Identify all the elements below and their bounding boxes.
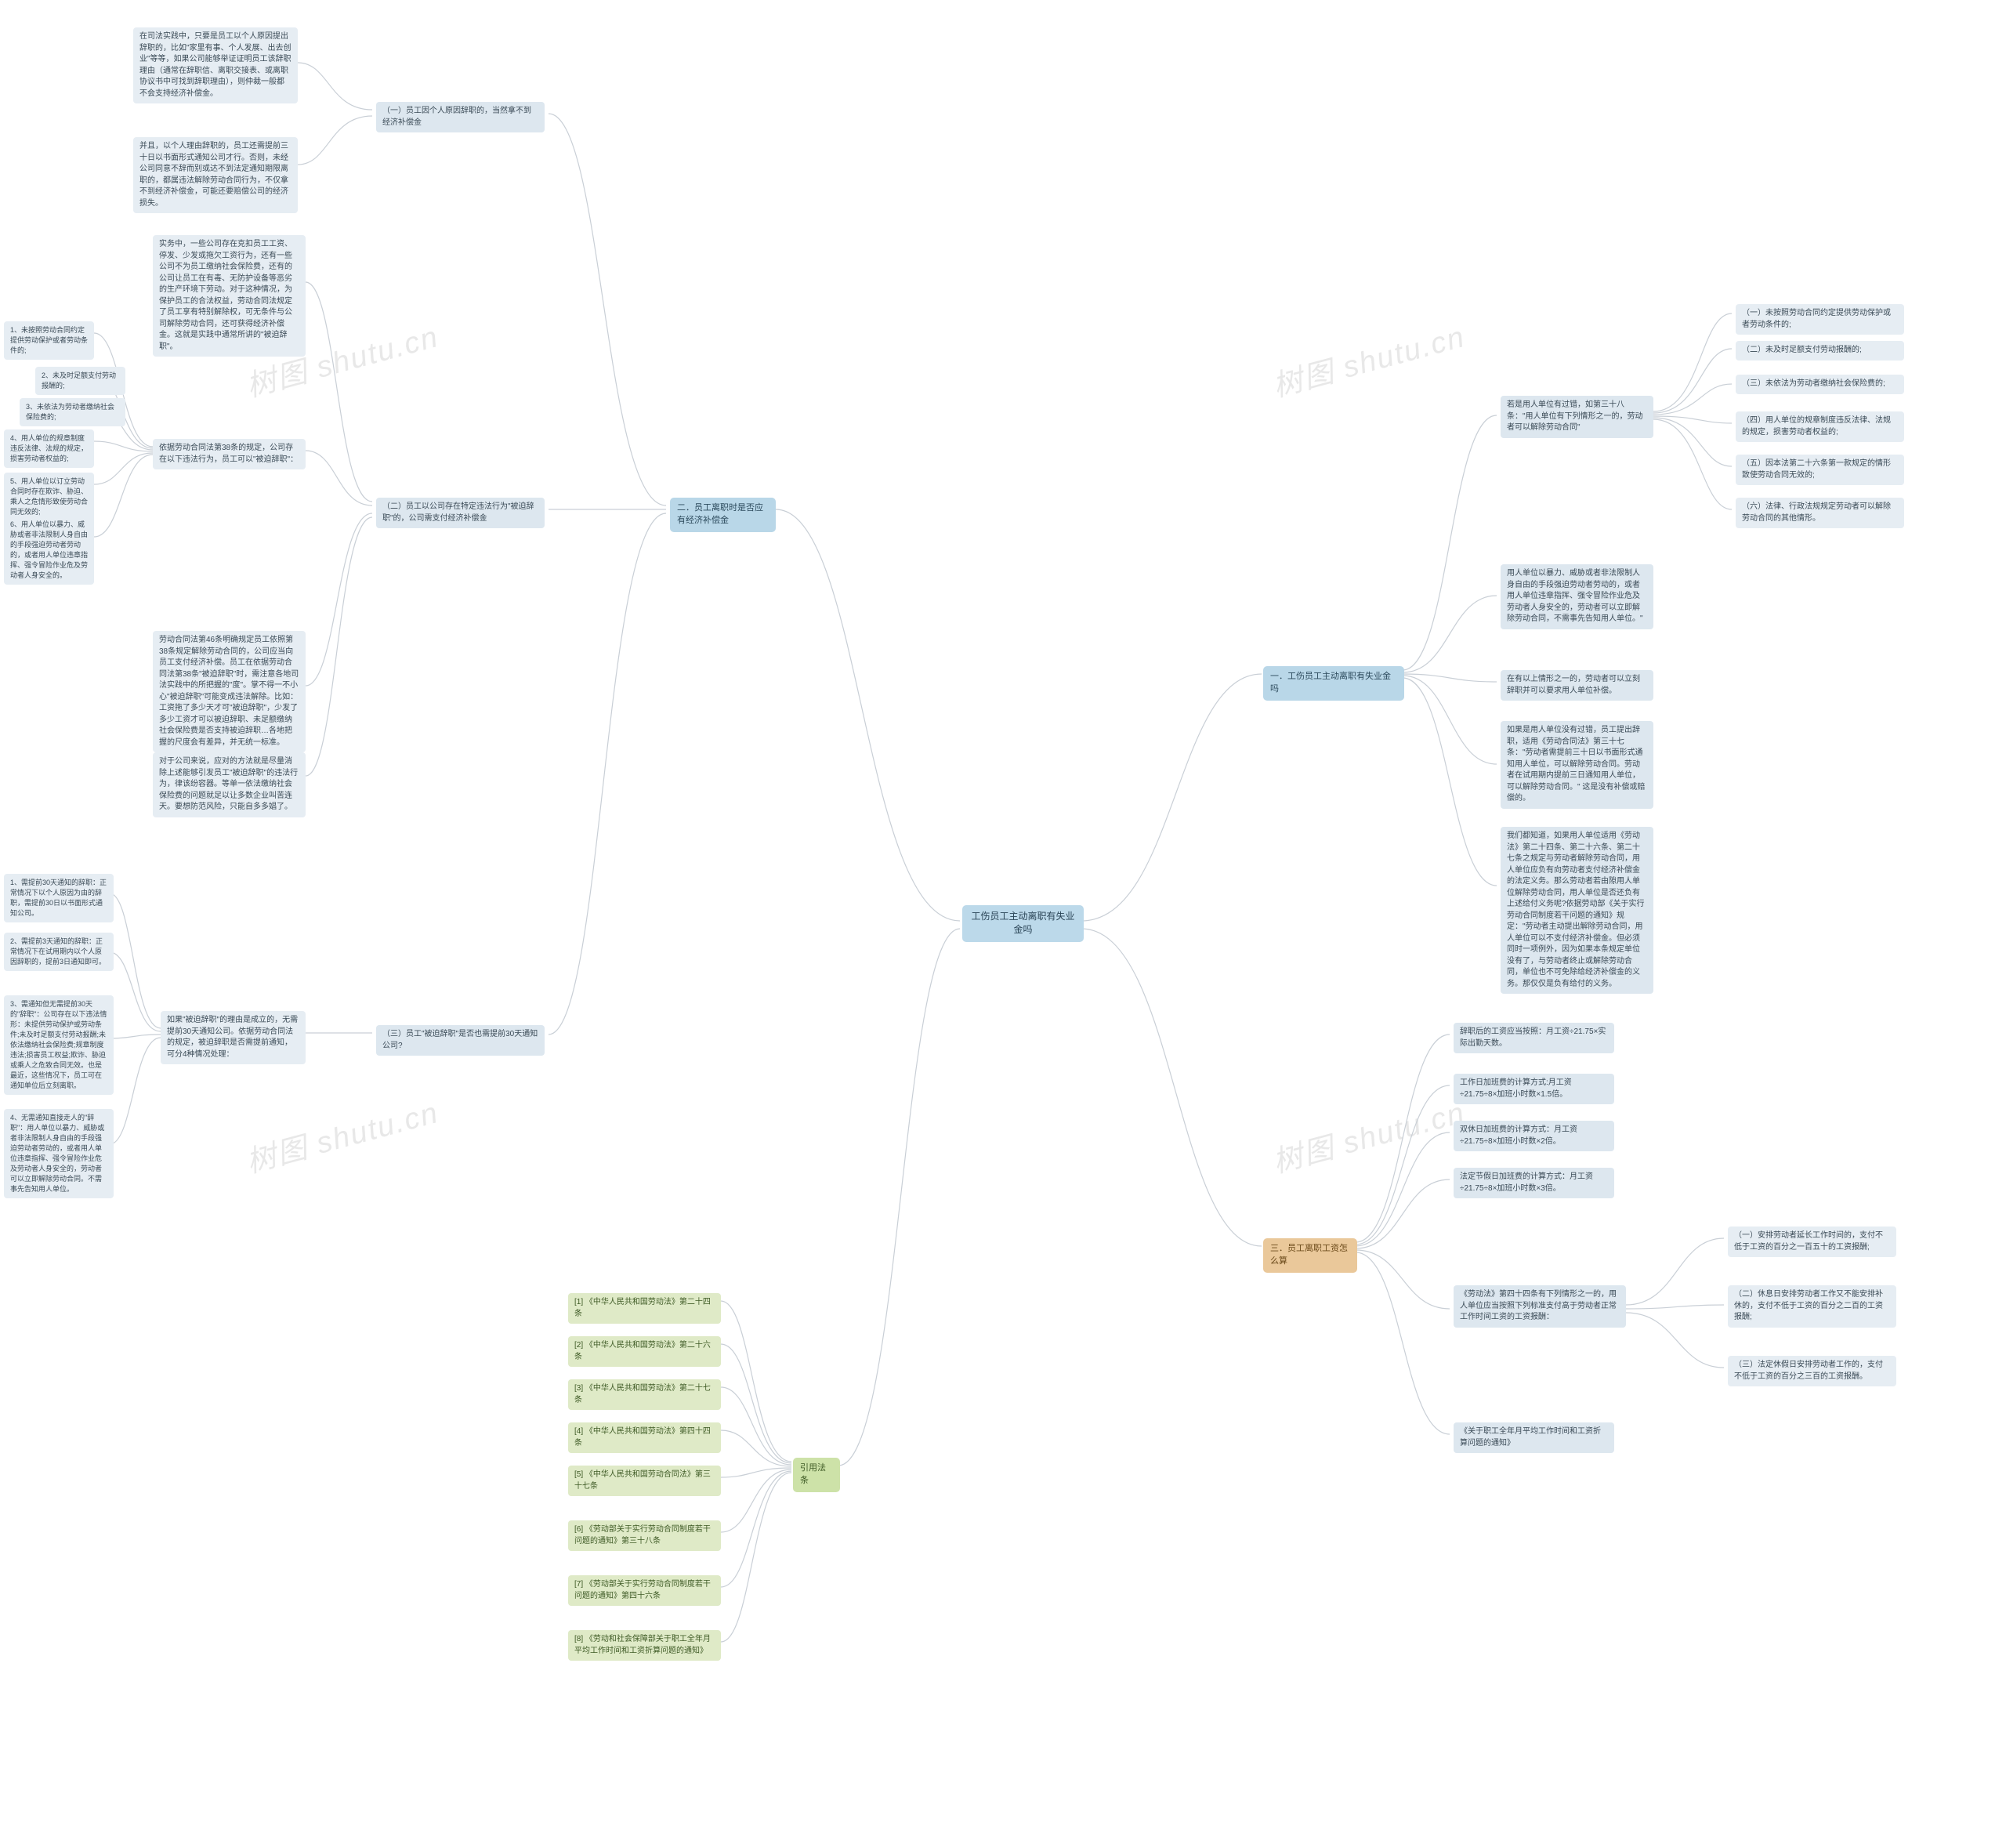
sec3-leaf: 双休日加班费的计算方式：月工资÷21.75÷8×加班小时数×2倍。 [1454, 1121, 1614, 1151]
center-node: 工伤员工主动离职有失业 金吗 [962, 905, 1084, 942]
ref-item: [3] 《中华人民共和国劳动法》第二十七条 [568, 1379, 721, 1410]
ref-item: [4] 《中华人民共和国劳动法》第四十四条 [568, 1422, 721, 1453]
sec2-b2-num: 2、未及时足额支付劳动报酬的; [35, 367, 125, 395]
sec2-b2-mid: 依据劳动合同法第38条的规定，公司存在以下违法行为，员工可以"被迫辞职"： [153, 439, 306, 469]
sec2-b2-num: 5、用人单位以订立劳动合同时存在欺诈、胁迫、乘人之危情形致使劳动合同无效的; [4, 473, 94, 521]
sec1-leaf: 用人单位以暴力、威胁或者非法限制人身自由的手段强迫劳动者劳动的，或者用人单位违章… [1501, 564, 1653, 629]
sec2-b1-child: 并且，以个人理由辞职的，员工还需提前三十日以书面形式通知公司才行。否则，未经公司… [133, 137, 298, 213]
sec1-b1-child: （二）未及时足额支付劳动报酬的; [1736, 341, 1904, 361]
sec1-b1-child: （五）因本法第二十六条第一款规定的情形致使劳动合同无效的; [1736, 455, 1904, 485]
sec3-b2-child: （三）法定休假日安排劳动者工作的，支付不低于工资的百分之三百的工资报酬。 [1728, 1356, 1896, 1386]
sec1-b1-child: （四）用人单位的规章制度违反法律、法规的规定，损害劳动者权益的; [1736, 411, 1904, 442]
sec3-leaf: 辞职后的工资应当按照：月工资÷21.75×实际出勤天数。 [1454, 1023, 1614, 1053]
sec1-branch1: 若是用人单位有过错，如第三十八条："用人单位有下列情形之一的，劳动者可以解除劳动… [1501, 396, 1653, 438]
sec3-leaf: 工作日加班费的计算方式:月工资÷21.75÷8×加班小时数×1.5倍。 [1454, 1074, 1614, 1104]
sec2-b2-num: 3、未依法为劳动者缴纳社会保险费的; [20, 398, 125, 426]
ref-item: [1] 《中华人民共和国劳动法》第二十四条 [568, 1293, 721, 1324]
sec1-b1-child: （一）未按照劳动合同约定提供劳动保护或者劳动条件的; [1736, 304, 1904, 335]
sec2-b2-post: 劳动合同法第46条明确规定员工依照第38条规定解除劳动合同的，公司应当向员工支付… [153, 631, 306, 752]
sec1-leaf: 在有以上情形之一的，劳动者可以立刻辞职并可以要求用人单位补偿。 [1501, 670, 1653, 701]
sec1-leaf: 我们都知道，如果用人单位适用《劳动法》第二十四条、第二十六条、第二十七条之规定与… [1501, 827, 1653, 994]
sec2-b3: （三）员工"被迫辞职"是否也需提前30天通知公司? [376, 1025, 545, 1056]
ref-item: [5] 《中华人民共和国劳动合同法》第三十七条 [568, 1466, 721, 1496]
sec2-b2-num: 1、未按照劳动合同约定提供劳动保护或者劳动条件的; [4, 321, 94, 360]
watermark: 树图 shutu.cn [241, 1088, 443, 1180]
sec3-branch2: 《劳动法》第四十四条有下列情形之一的，用人单位应当按照下列标准支付高于劳动者正常… [1454, 1285, 1626, 1328]
sec2-b2: （二）员工以公司存在特定违法行为"被迫辞职"的，公司需支付经济补偿金 [376, 498, 545, 528]
watermark: 树图 shutu.cn [1267, 1088, 1469, 1180]
watermark: 树图 shutu.cn [1267, 312, 1469, 404]
sec2-b2-num: 6、用人单位以暴力、威胁或者非法限制人身自由的手段强迫劳动者劳动的，或者用人单位… [4, 516, 94, 585]
sec2-b2-post: 对于公司来说，应对的方法就是尽量消除上述能够引发员工"被迫辞职"的违法行为，律该… [153, 752, 306, 817]
sec2-b3-mid: 如果"被迫辞职"的理由是成立的，无需提前30天通知公司。依据劳动合同法的规定，被… [161, 1011, 306, 1064]
ref-item: [7] 《劳动部关于实行劳动合同制度若干问题的通知》第四十六条 [568, 1575, 721, 1606]
sec2-b3-num: 3、需通知但无需提前30天的"辞职"：公司存在以下违法情形：未提供劳动保护或劳动… [4, 995, 114, 1095]
sec2-b3-num: 1、需提前30天通知的辞职：正常情况下以个人原因为由的辞职，需提前30日以书面形… [4, 874, 114, 922]
sec2-b3-num: 4、无需通知直接走人的"辞职"：用人单位以暴力、威胁或者非法限制人身自由的手段强… [4, 1109, 114, 1198]
sec3-last: 《关于职工全年月平均工作时间和工资折算问题的通知》 [1454, 1422, 1614, 1453]
sec2-b1: （一）员工因个人原因辞职的，当然拿不到经济补偿金 [376, 102, 545, 132]
sec3-leaf: 法定节假日加班费的计算方式：月工资÷21.75÷8×加班小时数×3倍。 [1454, 1168, 1614, 1198]
sec1-leaf: 如果是用人单位没有过错，员工提出辞职，适用《劳动合同法》第三十七条："劳动者需提… [1501, 721, 1653, 809]
sec2-b2-num: 4、用人单位的规章制度违反法律、法规的规定，损害劳动者权益的; [4, 429, 94, 468]
sec3-b2-child: （一）安排劳动者延长工作时间的，支付不低于工资的百分之一百五十的工资报酬; [1728, 1227, 1896, 1257]
sec2-b1-child: 在司法实践中，只要是员工以个人原因提出辞职的，比如"家里有事、个人发展、出去创业… [133, 27, 298, 103]
ref-section: 引用法条 [793, 1458, 840, 1492]
section-1: 一．工伤员工主动离职有失业金吗 [1263, 666, 1404, 701]
ref-item: [2] 《中华人民共和国劳动法》第二十六条 [568, 1336, 721, 1367]
ref-item: [6] 《劳动部关于实行劳动合同制度若干问题的通知》第三十八条 [568, 1520, 721, 1551]
sec3-b2-child: （二）休息日安排劳动者工作又不能安排补休的，支付不低于工资的百分之二百的工资报酬… [1728, 1285, 1896, 1328]
sec1-b1-child: （三）未依法为劳动者缴纳社会保险费的; [1736, 375, 1904, 394]
sec2-b2-pre: 实务中，一些公司存在克扣员工工资、停发、少发或拖欠工资行为，还有一些公司不为员工… [153, 235, 306, 357]
section-2: 二．员工离职时是否应有经济补偿金 [670, 498, 776, 532]
section-3: 三．员工离职工资怎么算 [1263, 1238, 1357, 1273]
sec1-b1-child: （六）法律、行政法规规定劳动者可以解除劳动合同的其他情形。 [1736, 498, 1904, 528]
sec2-b3-num: 2、需提前3天通知的辞职：正常情况下在试用期内以个人原因辞职的，提前3日通知即可… [4, 933, 114, 971]
ref-item: [8] 《劳动和社会保障部关于职工全年月平均工作时间和工资折算问题的通知》 [568, 1630, 721, 1661]
